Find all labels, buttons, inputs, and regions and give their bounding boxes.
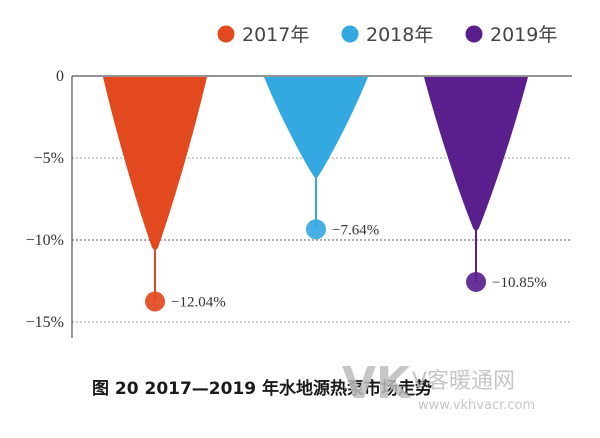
legend-swatch — [341, 25, 359, 43]
figure-caption: 图 20 2017—2019 年水地源热泵市场走势 — [92, 378, 432, 399]
value-marker — [306, 219, 326, 240]
series-marks: −12.04% −7.64% −10.85% — [103, 77, 547, 312]
data-label: −7.64% — [332, 222, 379, 238]
legend: 2017年 2018年 2019年 — [217, 24, 557, 46]
legend-swatch — [217, 25, 235, 43]
y-tick-label: 0 — [56, 68, 64, 85]
watermark-logo: VK — [342, 358, 412, 409]
data-label: −10.85% — [492, 275, 547, 291]
watermark-text: V客暖通网 — [412, 369, 515, 394]
y-tick-label: −15% — [26, 314, 64, 331]
funnel-shape — [424, 77, 528, 231]
legend-label: 2017年 — [242, 24, 309, 46]
legend-label: 2018年 — [366, 24, 433, 46]
y-axis-ticks: 0 −5% −10% −15% — [26, 68, 64, 331]
watermark: VK V客暖通网 www.vkhvacr.com — [342, 358, 535, 413]
y-tick-label: −5% — [34, 150, 64, 167]
value-marker — [466, 271, 486, 292]
funnel-shape — [264, 77, 368, 178]
watermark-url: www.vkhvacr.com — [418, 398, 535, 413]
y-tick-label: −10% — [26, 232, 64, 249]
funnel-shape — [103, 77, 207, 250]
legend-swatch — [465, 25, 483, 43]
value-marker — [145, 291, 165, 312]
data-label: −12.04% — [171, 294, 226, 310]
legend-label: 2019年 — [490, 24, 557, 46]
